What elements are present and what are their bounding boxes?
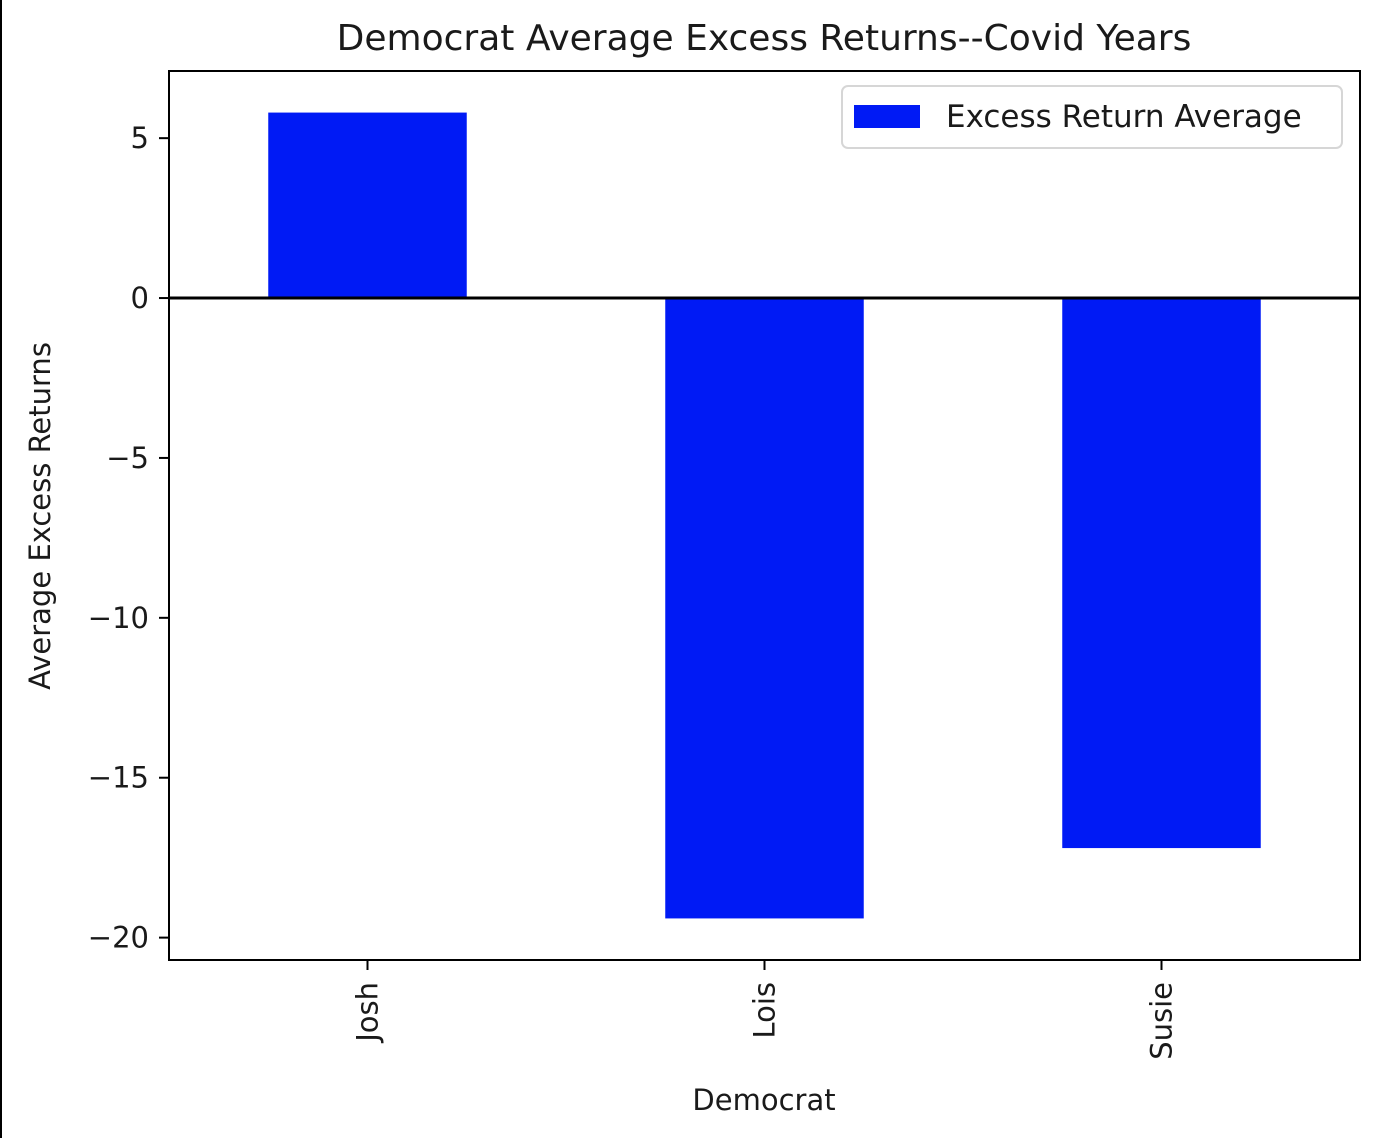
chart-title: Democrat Average Excess Returns--Covid Y…: [337, 18, 1192, 59]
y-tick-label: −5: [106, 441, 149, 475]
x-tick-label-josh: Josh: [351, 982, 385, 1044]
bars: [268, 112, 1261, 919]
y-axis: 5 0 −5 −10 −15 −20: [88, 121, 169, 955]
legend-swatch: [854, 105, 920, 128]
x-axis-label: Democrat: [692, 1083, 835, 1117]
y-tick-label: 0: [131, 281, 149, 315]
legend-label: Excess Return Average: [946, 99, 1302, 135]
x-tick-label-susie: Susie: [1145, 982, 1179, 1060]
y-tick-label: −10: [88, 601, 149, 635]
bar-susie: [1062, 298, 1261, 849]
y-tick-label: 5: [131, 121, 149, 155]
bar-lois: [665, 298, 864, 919]
legend: Excess Return Average: [841, 85, 1343, 149]
legend-box: [841, 85, 1343, 149]
y-tick-label: −15: [88, 761, 149, 795]
y-axis-label: Average Excess Returns: [23, 342, 57, 690]
x-axis: Josh Lois Susie: [351, 960, 1179, 1060]
y-tick-label: −20: [88, 921, 149, 955]
x-tick-label-lois: Lois: [748, 982, 782, 1039]
bar-josh: [268, 112, 467, 299]
